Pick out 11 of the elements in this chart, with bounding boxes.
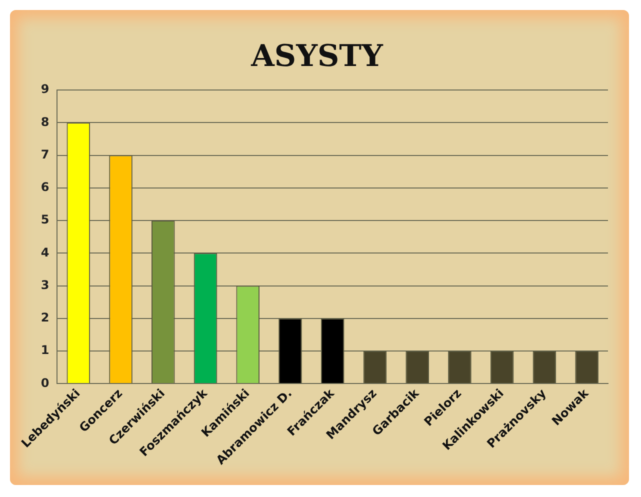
y-tick-label: 4: [40, 245, 50, 260]
y-tick-label: 1: [40, 343, 50, 358]
y-tick-label: 7: [40, 147, 50, 162]
y-tick-label: 5: [40, 212, 50, 227]
y-tick-label: 2: [40, 310, 50, 325]
y-tick-label: 9: [40, 82, 50, 96]
chart-title: ASYSTY: [250, 38, 384, 74]
y-tick-label: 6: [40, 180, 50, 194]
y-tick-label: 3: [40, 278, 50, 292]
y-tick-label: 0: [40, 376, 50, 390]
y-tick-label: 8: [40, 114, 50, 129]
